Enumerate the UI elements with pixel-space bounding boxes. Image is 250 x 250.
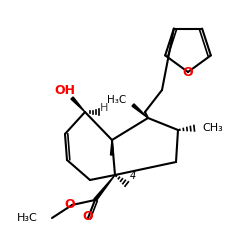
Polygon shape bbox=[71, 97, 85, 112]
Polygon shape bbox=[132, 104, 148, 118]
Text: O: O bbox=[65, 198, 75, 211]
Text: O: O bbox=[183, 66, 193, 78]
Text: CH₃: CH₃ bbox=[202, 123, 223, 133]
Text: H₃C: H₃C bbox=[107, 95, 126, 105]
Text: H₃C: H₃C bbox=[17, 213, 38, 223]
Polygon shape bbox=[94, 175, 115, 201]
Text: O: O bbox=[83, 210, 93, 222]
Text: H: H bbox=[100, 103, 108, 113]
Polygon shape bbox=[110, 140, 114, 155]
Text: OH: OH bbox=[54, 84, 76, 96]
Text: 4: 4 bbox=[130, 171, 136, 181]
